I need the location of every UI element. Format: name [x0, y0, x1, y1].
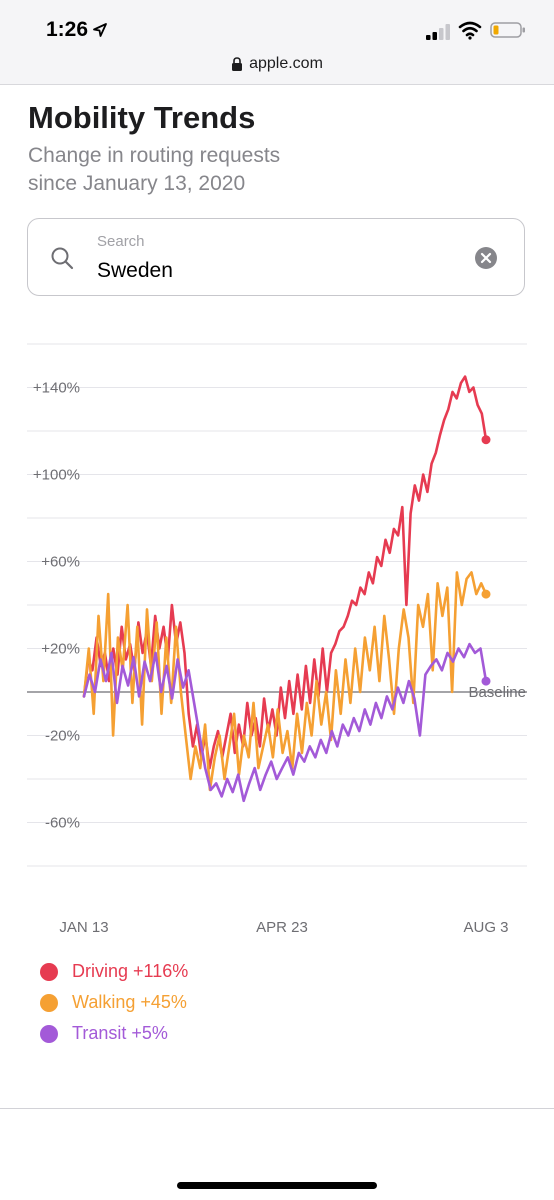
legend-item-walking: Walking +45% [40, 987, 188, 1018]
series-line-driving [82, 375, 488, 770]
page-subtitle: Change in routing requests since January… [28, 142, 428, 198]
legend-dot [40, 962, 58, 981]
x-tick-label: AUG 3 [463, 919, 508, 936]
y-axis-ticks: +140% +100% +60% +20% -20% -60% [33, 380, 80, 832]
wifi-icon [458, 21, 482, 40]
series-end-dot-driving [481, 435, 491, 445]
y-tick-label: +60% [41, 554, 80, 571]
series-end-dot-walking [481, 589, 491, 599]
lock-icon [232, 57, 243, 71]
subtitle-line-2: since January 13, 2020 [28, 172, 246, 195]
clear-circle-icon[interactable] [474, 246, 498, 270]
series-line-walking [82, 571, 488, 792]
cellular-signal-icon [426, 24, 450, 40]
legend-item-driving: Driving +116% [40, 956, 188, 987]
subtitle-line-1: Change in routing requests [28, 144, 281, 167]
legend-item-transit: Transit +5% [40, 1018, 188, 1049]
home-indicator[interactable] [177, 1182, 377, 1189]
location-arrow-icon [93, 23, 107, 37]
y-tick-label: +20% [41, 641, 80, 658]
y-tick-label: +100% [33, 467, 80, 484]
search-icon [51, 247, 74, 270]
search-field[interactable]: Search Sweden [27, 218, 525, 296]
legend-label: Transit +5% [72, 1023, 168, 1043]
battery-low-icon [490, 22, 525, 38]
y-tick-label: -60% [45, 815, 80, 832]
url-text: apple.com [249, 55, 323, 72]
legend-label: Driving +116% [72, 961, 189, 981]
y-tick-label: +140% [33, 380, 80, 397]
legend-label: Walking +45% [72, 992, 187, 1012]
x-axis-ticks: JAN 13 APR 23 AUG 3 [59, 919, 508, 936]
footer-divider [0, 1108, 554, 1109]
legend-dot [40, 993, 58, 1012]
chart-legend: Driving +116% Walking +45% Transit +5% [40, 956, 188, 1049]
mobility-chart: +140% +100% +60% +20% -20% -60% JAN 13 APR 23 A… [27, 343, 527, 936]
status-time: 1:26 [46, 18, 89, 41]
legend-dot [40, 1024, 58, 1043]
page-title: Mobility Trends [28, 100, 256, 135]
chart-series: Baseline [82, 375, 526, 803]
series-end-dot-transit [481, 676, 491, 686]
status-bar: 1:26 apple.com [0, 0, 554, 85]
chart-grid [27, 343, 527, 867]
address-bar[interactable]: apple.com [0, 52, 554, 76]
series-line-transit [82, 642, 488, 803]
x-tick-label: APR 23 [256, 919, 308, 936]
y-tick-label: -20% [45, 728, 80, 745]
search-input[interactable]: Sweden [97, 259, 173, 282]
x-tick-label: JAN 13 [59, 919, 108, 936]
baseline-label: Baseline [468, 684, 526, 701]
search-label: Search [97, 233, 145, 250]
